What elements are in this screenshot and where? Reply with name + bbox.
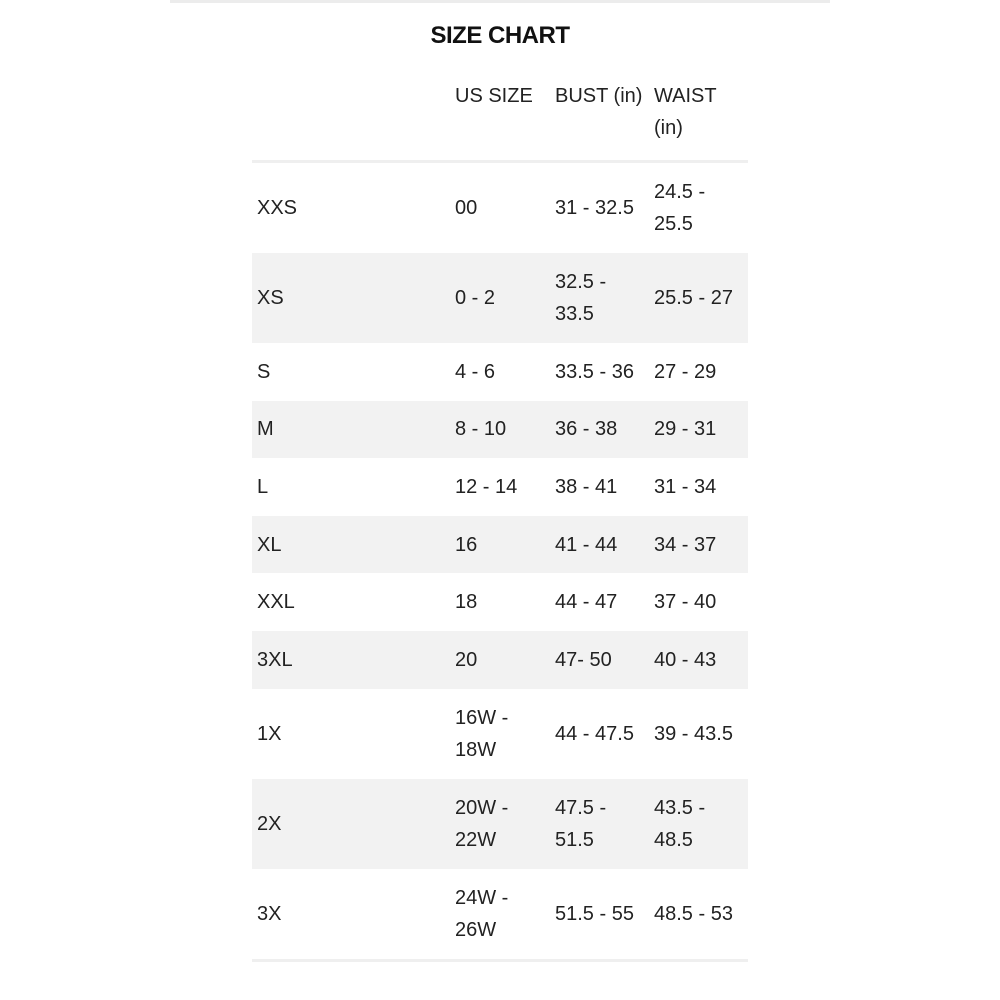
bust-cell: 47.5 - 51.5 bbox=[550, 778, 649, 869]
us-size-cell: 24W - 26W bbox=[450, 868, 550, 962]
waist-cell: 48.5 - 53 bbox=[649, 868, 748, 962]
table-row: L 12 - 14 38 - 41 31 - 34 bbox=[252, 458, 748, 516]
waist-cell: 37 - 40 bbox=[654, 591, 717, 614]
table-row: 3XL 20 47- 50 40 - 43 bbox=[252, 630, 748, 689]
size-cell: XL bbox=[252, 515, 450, 574]
bust-cell: 38 - 41 bbox=[555, 475, 618, 498]
waist-cell: 39 - 43.5 bbox=[654, 722, 733, 745]
size-cell: 1X bbox=[257, 722, 282, 745]
bust-cell: 33.5 - 36 bbox=[555, 360, 634, 383]
size-cell: XS bbox=[252, 253, 450, 343]
size-cell: S bbox=[257, 360, 271, 383]
bust-cell: 51.5 - 55 bbox=[550, 868, 649, 962]
header-row: US SIZE BUST (in) WAIST (in) bbox=[252, 80, 748, 163]
size-cell: L bbox=[257, 475, 269, 498]
waist-cell: 25.5 - 27 bbox=[649, 253, 748, 343]
waist-cell: 24.5 - 25.5 bbox=[654, 181, 706, 235]
table-row: XXS 00 31 - 32.5 24.5 - 25.5 bbox=[252, 162, 748, 254]
bust-cell: 32.5 - 33.5 bbox=[550, 253, 649, 343]
waist-cell: 34 - 37 bbox=[649, 515, 748, 574]
us-size-cell: 20 bbox=[450, 630, 550, 689]
size-cell: XXS bbox=[257, 197, 298, 219]
bust-cell: 47- 50 bbox=[550, 630, 649, 689]
table-row: 3X 24W - 26W 51.5 - 55 48.5 - 53 bbox=[252, 868, 748, 962]
size-cell: 3XL bbox=[252, 630, 450, 689]
table-row: 2X 20W - 22W 47.5 - 51.5 43.5 - 48.5 bbox=[252, 778, 748, 869]
waist-cell: 43.5 - 48.5 bbox=[649, 778, 748, 869]
us-size-cell: 4 - 6 bbox=[455, 360, 496, 383]
us-size-cell: 16W - 18W bbox=[455, 706, 509, 761]
header-us-size: US SIZE bbox=[450, 80, 550, 163]
size-cell: XXL bbox=[257, 591, 295, 614]
size-chart-table: US SIZE BUST (in) WAIST (in) XXS 00 31 - 3… bbox=[252, 80, 748, 962]
size-cell: 2X bbox=[252, 778, 450, 869]
waist-cell: 27 - 29 bbox=[654, 360, 717, 383]
bust-cell: 44 - 47 bbox=[555, 591, 618, 614]
table-row: XXL 18 44 - 47 37 - 40 bbox=[252, 573, 748, 631]
table-row: 1X 16W - 18W 44 - 47.5 39 - 43.5 bbox=[252, 689, 748, 779]
size-cell: 3X bbox=[252, 868, 450, 962]
waist-cell: 31 - 34 bbox=[654, 475, 717, 498]
us-size-cell: 00 bbox=[455, 197, 478, 219]
header-waist: WAIST (in) bbox=[649, 80, 748, 163]
bust-cell: 44 - 47.5 bbox=[555, 722, 634, 745]
top-divider bbox=[170, 0, 830, 3]
page-title: SIZE CHART bbox=[430, 22, 571, 49]
bust-cell: 36 - 38 bbox=[550, 400, 649, 459]
header-bust: BUST (in) bbox=[550, 80, 649, 163]
us-size-cell: 8 - 10 bbox=[450, 400, 550, 459]
us-size-cell: 12 - 14 bbox=[455, 475, 518, 498]
header-size bbox=[252, 80, 450, 163]
us-size-cell: 18 bbox=[455, 591, 478, 614]
us-size-cell: 16 bbox=[450, 515, 550, 574]
waist-cell: 29 - 31 bbox=[649, 400, 748, 459]
table-row: XS 0 - 2 32.5 - 33.5 25.5 - 27 bbox=[252, 253, 748, 343]
table-row: XL 16 41 - 44 34 - 37 bbox=[252, 515, 748, 574]
table-row: S 4 - 6 33.5 - 36 27 - 29 bbox=[252, 343, 748, 401]
bust-cell: 31 - 32.5 bbox=[555, 197, 634, 219]
us-size-cell: 0 - 2 bbox=[450, 253, 550, 343]
waist-cell: 40 - 43 bbox=[649, 630, 748, 689]
us-size-cell: 20W - 22W bbox=[450, 778, 550, 869]
bust-cell: 41 - 44 bbox=[550, 515, 649, 574]
size-cell: M bbox=[252, 400, 450, 459]
